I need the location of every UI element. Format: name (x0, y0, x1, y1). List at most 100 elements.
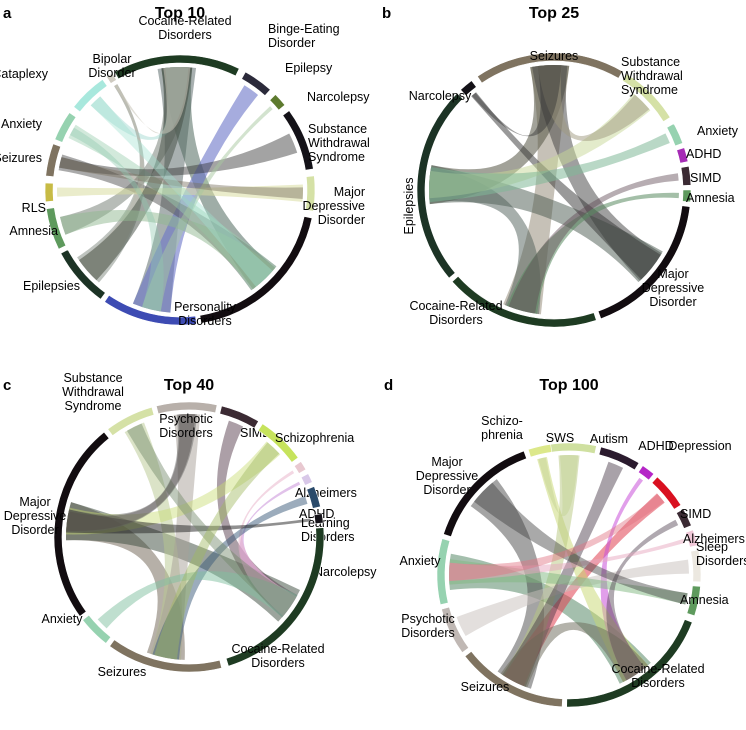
label-amnesia: Amnesia (9, 224, 58, 238)
chord-10 (449, 538, 685, 581)
label-anxiety: Anxiety (697, 124, 739, 138)
label-depression: Depression (668, 439, 731, 453)
label-binge-eating-disorder: Binge-Eating Disorder (268, 22, 340, 50)
chord-15 (114, 67, 191, 134)
chord-1 (429, 65, 570, 205)
chord-10 (97, 571, 298, 629)
segment-major-depressive-disorder (53, 431, 110, 617)
segment-seizures (45, 143, 62, 178)
segment-simd (675, 508, 692, 529)
label-cocaine-related-disorders: Cocaine-Related Disorders (611, 662, 704, 690)
chord-7 (502, 461, 624, 687)
segment-epilepsy (269, 94, 286, 111)
segment-epilepsies (60, 249, 106, 300)
chord-1 (161, 67, 276, 290)
segment-bipolar-disorder (106, 72, 117, 84)
chord-14 (59, 157, 303, 200)
segment-narcolepsy (313, 513, 324, 525)
chords (56, 66, 303, 313)
label-simd: SIMD (690, 171, 721, 185)
chord-14 (538, 455, 579, 517)
label-learning-disorders: Learning Disorders (301, 516, 355, 544)
segment-major-depressive-disorder (199, 216, 313, 324)
label-psychotic-disorders: Psychotic Disorders (401, 612, 455, 640)
label-cocaine-related-disorders: Cocaine-Related Disorders (231, 642, 324, 670)
chord-12 (449, 494, 665, 581)
panel-title: Top 40 (164, 377, 214, 394)
label-seizures: Seizures (530, 49, 579, 63)
chord-13 (59, 210, 276, 290)
chord-9 (606, 519, 679, 681)
label-amnesia: Amnesia (686, 191, 735, 205)
panel-title: Top 25 (529, 5, 579, 22)
segment-seizures (476, 52, 623, 84)
segment-substance-withdrawal-syndrome (305, 175, 316, 212)
segment-schizophrenia (257, 423, 299, 463)
label-substance-withdrawal-syndrome: Substance Withdrawal Syndrome (62, 371, 124, 413)
chord-0 (449, 553, 651, 684)
chord-8 (152, 496, 308, 660)
panel-title: Top 100 (539, 377, 598, 394)
label-major-depressive-disorder: Major Depressive Disorder (416, 455, 479, 497)
panel-letter: c (3, 377, 11, 394)
chords (66, 414, 312, 660)
segment-adhd (300, 473, 313, 486)
chord-13 (500, 622, 649, 688)
panel-title: Top 10 (155, 5, 205, 22)
segment-narcolepsy (460, 80, 477, 97)
segment-substance-withdrawal-syndrome (107, 406, 155, 436)
segment-binge-eating-disorder (241, 71, 271, 97)
chord-13 (66, 414, 196, 531)
label-alzheimers: Alzheimers (683, 532, 745, 546)
label-rls: RLS (22, 201, 46, 215)
panel-letter: a (3, 5, 12, 22)
chord-10 (508, 173, 679, 314)
segment-major-depressive-disorder (597, 205, 691, 320)
chord-6 (456, 559, 689, 636)
label-simd: SIMD (680, 507, 711, 521)
label-cocaine-related-disorders: Cocaine-Related Disorders (409, 299, 502, 327)
chord-12 (78, 67, 193, 281)
label-psychotic-disorders: Psychotic Disorders (159, 412, 213, 440)
chord-11 (474, 482, 688, 605)
segment-adhd (676, 147, 689, 164)
label-personality-disorders: Personality Disorders (174, 300, 237, 328)
chord-16 (90, 96, 273, 287)
segment-anxiety (666, 123, 684, 147)
segment-cataplexy (73, 78, 108, 113)
chord-9 (66, 509, 312, 534)
label-epilepsies: Epilepsies (402, 178, 416, 235)
label-adhd: ADHD (638, 439, 673, 453)
segment-epilepsies (416, 92, 464, 279)
segment-alzheimers (685, 529, 698, 548)
segment-cocaine-related-disorders (566, 619, 693, 708)
label-epilepsies: Epilepsies (23, 279, 80, 293)
segment-alzheimers (293, 461, 307, 474)
segment-amnesia (45, 207, 67, 250)
segment-psychotic-disorders (441, 606, 470, 654)
segment-anxiety (436, 538, 451, 606)
chord-8 (506, 192, 679, 314)
label-narcolepsy: Narcolepsy (307, 90, 370, 104)
label-cocaine-related-disorders: Cocaine-Related Disorders (138, 14, 231, 42)
segment-cocaine-related-disorders (114, 54, 240, 80)
label-schizophrenia: Schizophrenia (275, 431, 354, 445)
label-sleep-disorders: Sleep Disorders (696, 540, 746, 568)
chord-9 (537, 65, 650, 142)
label-sws: SWS (546, 431, 574, 445)
label-substance-withdrawal-syndrome: Substance Withdrawal Syndrome (621, 55, 683, 97)
segment-learning-disorders (306, 486, 321, 509)
chord-11 (66, 414, 197, 533)
label-seizures: Seizures (98, 665, 147, 679)
segment-substance-withdrawal-syndrome (621, 73, 671, 123)
chord-11 (471, 65, 562, 137)
label-bipolar-disorder: Bipolar Disorder (88, 52, 135, 80)
panel-b: b Top 25 Seizures Substance Withdrawal Syndro… (382, 5, 739, 328)
segment-simd (680, 165, 692, 186)
segment-seizures (109, 639, 223, 673)
segment-amnesia (682, 189, 692, 203)
label-major-depressive-disorder: Major Depressive Disorder (4, 495, 67, 537)
label-adhd: ADHD (686, 147, 721, 161)
